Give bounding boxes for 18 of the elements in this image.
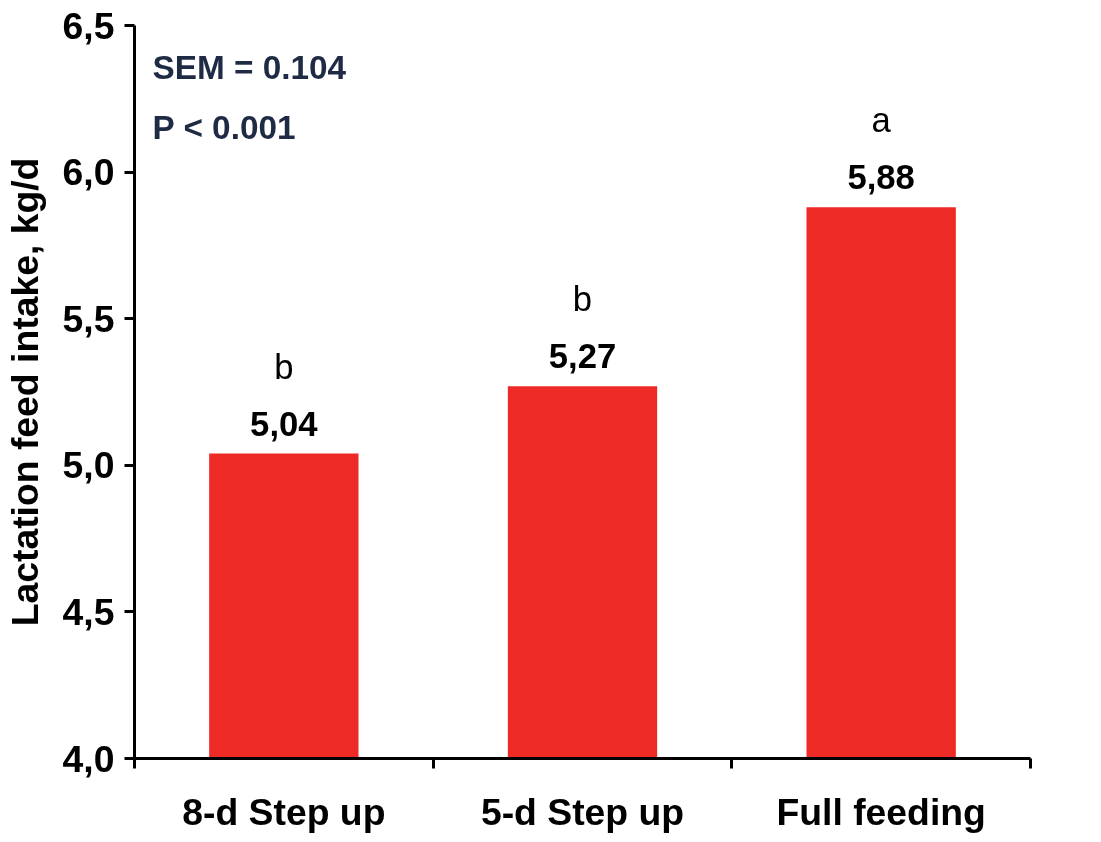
annotation: b: [274, 347, 294, 386]
y-tick-label: 5,5: [62, 297, 115, 340]
annotation: a: [871, 101, 892, 140]
data-label: 5,88: [847, 158, 915, 197]
y-tick-label: 4,0: [62, 737, 115, 780]
data-label: 5,27: [548, 337, 617, 376]
y-tick-label: 5,0: [62, 444, 115, 487]
y-tick-label: 6,0: [62, 151, 115, 194]
annotation: P < 0.001: [152, 108, 296, 146]
y-tick-label: 4,5: [62, 590, 115, 633]
data-label: 5,04: [250, 404, 319, 443]
x-tick-label: Full feeding: [776, 790, 986, 833]
y-axis-title: Lactation feed intake, kg/d: [3, 157, 46, 627]
x-tick-label: 8-d Step up: [182, 790, 386, 833]
y-tick-label: 6,5: [62, 4, 115, 47]
x-tick-label: 5-d Step up: [480, 790, 685, 833]
annotation: b: [572, 280, 593, 319]
annotation: SEM = 0.104: [152, 48, 347, 86]
